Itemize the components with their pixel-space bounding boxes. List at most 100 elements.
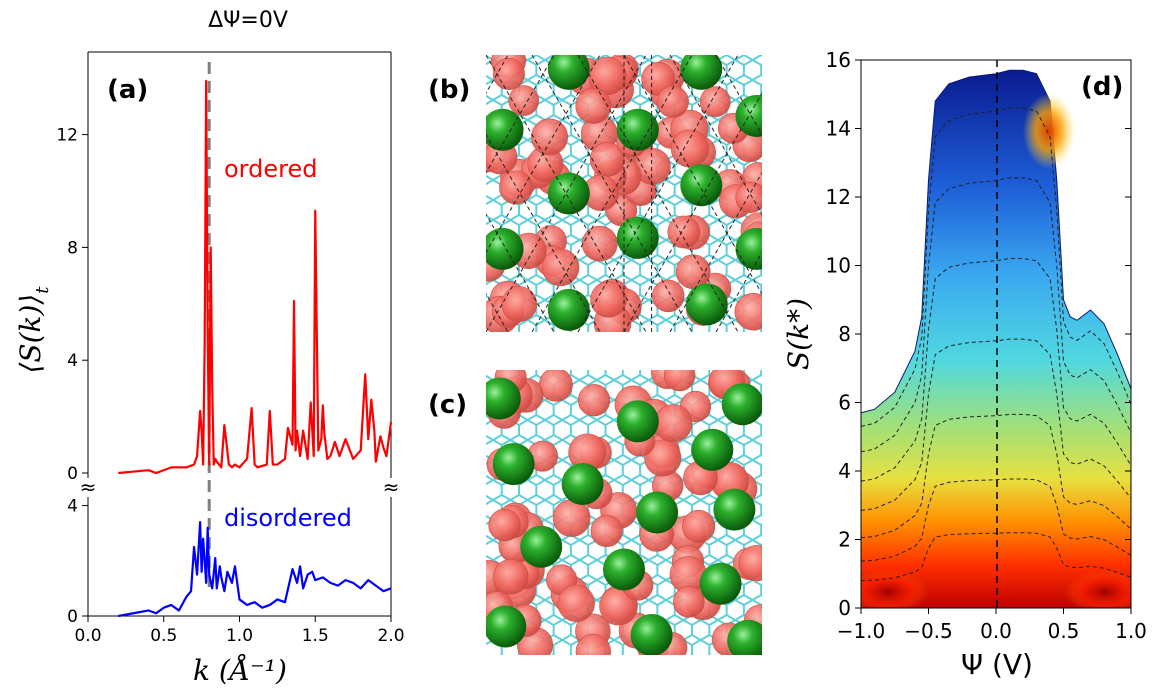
panel-c-label: (c) (428, 390, 467, 420)
panel-a-ylabel-text: ⟨S(k)⟩t (14, 286, 53, 374)
green-particle (680, 55, 723, 90)
red-particle (531, 118, 569, 156)
ytick-label: 0 (67, 464, 78, 484)
red-particle (508, 85, 540, 116)
d-ytick-label: 4 (838, 459, 851, 483)
d-ytick-label: 2 (838, 528, 851, 552)
disordered-line (118, 521, 392, 618)
green-particle (616, 400, 659, 443)
ytick-label: 12 (56, 126, 78, 146)
d-ytick-label: 6 (838, 391, 851, 415)
panel-b-dashed-lattice (256, 55, 762, 332)
green-particle (691, 428, 734, 471)
contour-hotspot (1023, 93, 1075, 169)
ordered-line (118, 79, 393, 475)
panel-a-bottom-ticks: 0 4 0.0 0.5 1.0 1.5 2.0 (67, 497, 404, 646)
d-xtick-label: 0.0 (980, 619, 1012, 643)
ytick-label: 0 (67, 607, 78, 627)
ytick-label: 4 (67, 351, 78, 371)
green-particle (699, 562, 742, 605)
green-particle (492, 443, 535, 486)
ytick-label: 4 (67, 497, 78, 517)
green-particle (721, 383, 762, 426)
panel-a-label: (a) (107, 75, 148, 105)
d-xtick-label: 0.5 (1048, 619, 1080, 643)
red-particle (557, 584, 595, 622)
d-xtick-label: −0.5 (904, 619, 953, 643)
lattice-dashed-line (486, 213, 555, 332)
green-particle (630, 614, 673, 655)
red-particle (663, 370, 696, 392)
panel-c-particles (486, 370, 762, 655)
xtick-label: 1.0 (226, 626, 253, 646)
disordered-label: disordered (224, 504, 352, 532)
red-particle (590, 514, 623, 548)
lattice-dashed-line (486, 133, 601, 332)
ordered-label: ordered (224, 155, 317, 183)
red-particle (541, 248, 580, 287)
red-particle (575, 633, 611, 655)
lattice-dashed-line (531, 55, 693, 332)
red-particle (493, 558, 529, 595)
red-particle (538, 370, 573, 402)
d-ytick-label: 10 (826, 254, 851, 278)
d-xtick-label: 1.0 (1115, 619, 1147, 643)
d-ytick-label: 12 (826, 185, 851, 209)
panel-d-ylabel-text: S(k*) (782, 298, 815, 370)
ytick-label: 8 (67, 238, 78, 258)
green-particle (547, 288, 590, 331)
panel-b-label: (b) (428, 75, 470, 105)
green-particle (547, 172, 590, 215)
green-particle (486, 605, 527, 648)
green-particle (520, 525, 563, 568)
contour-dashed-line (861, 177, 1131, 453)
green-particle (486, 108, 524, 151)
contour-lines (861, 107, 1131, 582)
panel-d-xlabel: Ψ (V) (961, 648, 1033, 681)
panel-b-snapshot: (b) (256, 55, 762, 332)
panel-d-ticks: 0 2 4 6 8 10 12 14 16 −1.0 −0.5 0.0 0.5 1.0 (826, 48, 1147, 643)
red-particle (590, 281, 627, 318)
red-particle (738, 544, 762, 582)
green-particle (735, 227, 762, 270)
axis-break-left: ≈ (80, 475, 97, 499)
contour-dashed-line (861, 107, 1131, 427)
lattice-dashed-line (256, 55, 416, 332)
green-particle (685, 283, 728, 326)
red-particle (488, 508, 521, 542)
red-particle (734, 293, 762, 331)
d-ytick-label: 8 (838, 322, 851, 346)
red-particle (577, 384, 611, 417)
contour-fill (861, 69, 1131, 608)
lattice-dashed-line (623, 92, 762, 332)
xtick-label: 2.0 (377, 626, 404, 646)
lattice-dashed-line (577, 55, 739, 332)
d-ytick-label: 14 (826, 117, 851, 141)
green-particle (486, 227, 524, 270)
green-particle (636, 491, 679, 534)
red-particle (581, 225, 618, 262)
red-particle (499, 170, 534, 205)
d-xtick-label: −1.0 (837, 619, 886, 643)
lattice-dashed-line (623, 55, 762, 295)
lattice-dashed-line (486, 55, 601, 254)
lattice-dashed-line (577, 55, 739, 332)
header-title: ΔΨ=0V (208, 8, 288, 33)
lattice-dashed-line (531, 55, 693, 332)
red-particle (588, 56, 627, 96)
lattice-dashed-line (486, 55, 647, 332)
contour-dashed-line (861, 413, 1131, 539)
green-particle (735, 94, 762, 137)
panel-a-ylabel: ⟨S(k)⟩t (14, 286, 53, 374)
xtick-label: 1.5 (302, 626, 329, 646)
green-particle (727, 619, 762, 655)
red-particle (735, 182, 762, 213)
red-particle (673, 585, 705, 618)
panel-d: 0 2 4 6 8 10 12 14 16 −1.0 −0.5 0.0 0.5 1.0 (d) S(k*)… (782, 48, 1147, 681)
contour-dashed-line (861, 478, 1131, 562)
red-particle (670, 129, 709, 168)
red-particle (652, 279, 685, 313)
xtick-label: 0.5 (150, 626, 177, 646)
